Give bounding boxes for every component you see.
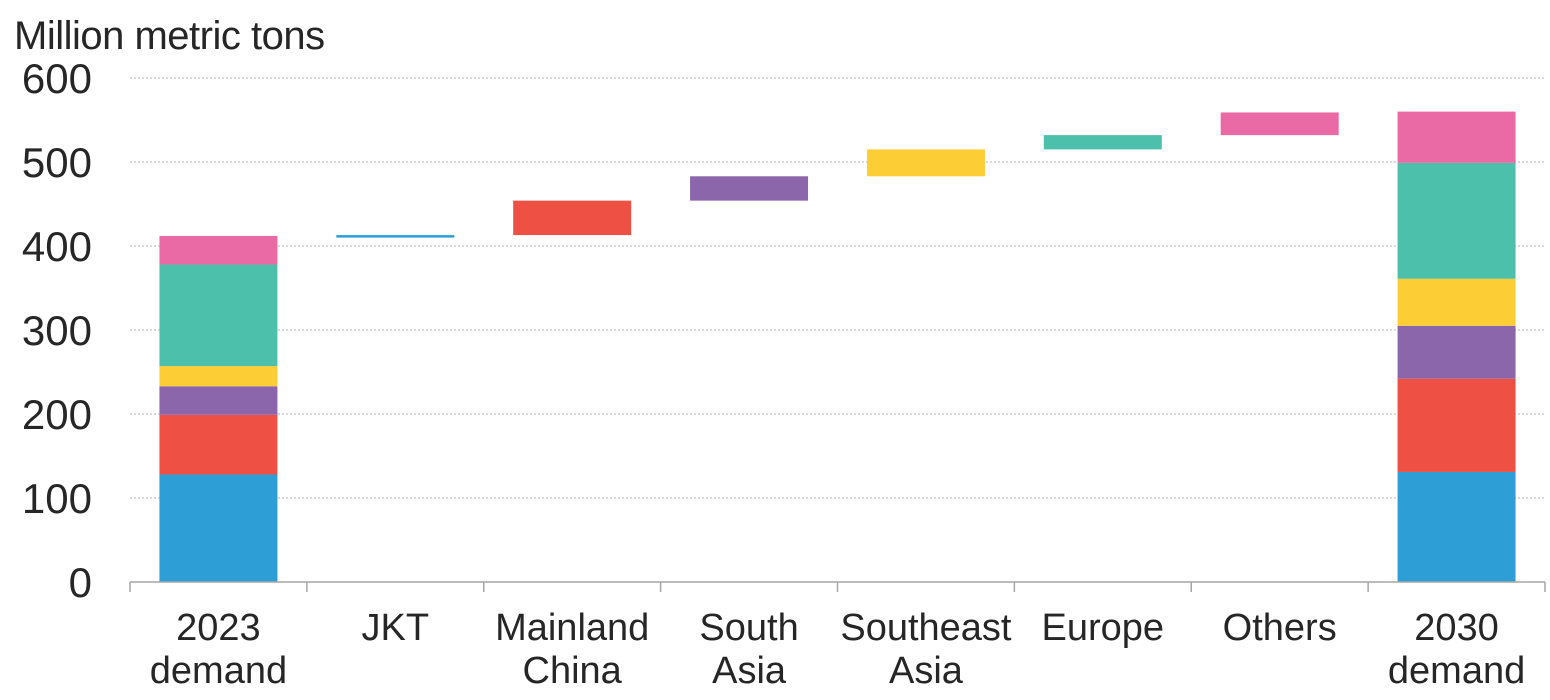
y-axis-unit-label: Million metric tons <box>14 14 325 58</box>
x-category-label: Southeast Asia <box>840 607 1012 692</box>
stack-segment <box>1397 378 1516 472</box>
x-category-label: South Asia <box>699 607 798 692</box>
x-category-label: 2023 demand <box>150 607 287 692</box>
stack-segment <box>1397 162 1516 279</box>
increment-bar <box>1043 135 1162 150</box>
y-tick-label: 300 <box>22 307 92 354</box>
stack-segment <box>159 264 278 367</box>
x-category-label: JKT <box>362 607 430 649</box>
x-category-label: 2030 demand <box>1388 607 1525 692</box>
stack-segment <box>159 386 278 415</box>
stack-segment <box>1397 111 1516 163</box>
increment-bar <box>690 176 809 201</box>
stack-segment <box>159 474 278 582</box>
stack-segment <box>1397 278 1516 326</box>
stack-segment <box>159 414 278 475</box>
x-category-label: Mainland China <box>495 607 649 692</box>
y-tick-label: 500 <box>22 139 92 186</box>
stack-segment <box>1397 471 1516 582</box>
stack-segment <box>159 235 278 265</box>
increment-bar <box>336 235 455 238</box>
y-tick-label: 200 <box>22 391 92 438</box>
x-category-label: Others <box>1223 607 1337 649</box>
stack-segment <box>1397 325 1516 379</box>
stack-segment <box>159 366 278 387</box>
y-tick-label: 100 <box>22 475 92 522</box>
y-tick-label: 600 <box>22 55 92 102</box>
increment-bar <box>513 200 632 236</box>
increment-bar <box>866 149 985 177</box>
increment-bar <box>1220 112 1339 136</box>
y-tick-label: 400 <box>22 223 92 270</box>
y-tick-label: 0 <box>69 559 92 606</box>
x-category-label: Europe <box>1042 607 1165 649</box>
